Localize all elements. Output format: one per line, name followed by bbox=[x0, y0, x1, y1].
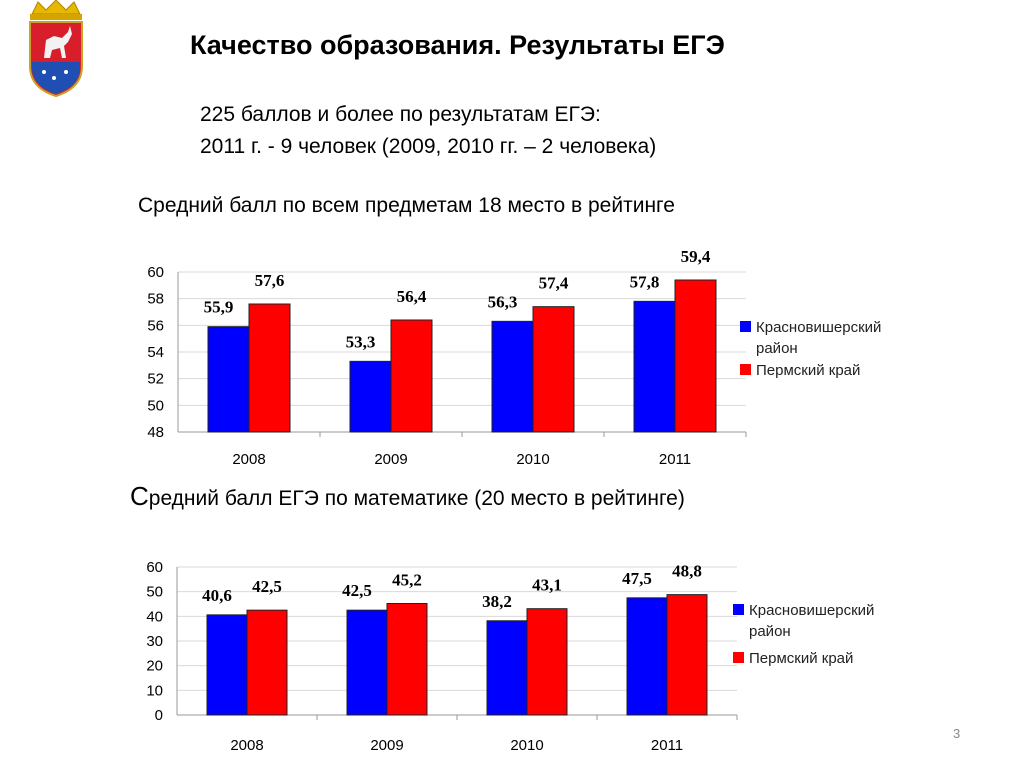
chart2-caption: Средний балл ЕГЭ по математике (20 место… bbox=[130, 481, 685, 512]
bar-krasnovishersky-2010 bbox=[491, 320, 534, 433]
chart1-caption: Средний балл по всем предметам 18 место … bbox=[138, 194, 675, 217]
data-label: 42,5 bbox=[252, 577, 282, 596]
x-tick-label: 2008 bbox=[230, 737, 263, 754]
y-tick-label: 58 bbox=[147, 291, 164, 308]
data-label: 43,1 bbox=[532, 576, 562, 595]
coat-of-arms-icon bbox=[29, 0, 83, 98]
y-tick-label: 30 bbox=[146, 633, 163, 650]
page-title: Качество образования. Результаты ЕГЭ bbox=[190, 30, 725, 60]
legend-swatch-perm bbox=[733, 652, 744, 663]
legend-swatch-krasnovishersky bbox=[740, 321, 751, 332]
y-tick-label: 60 bbox=[146, 559, 163, 576]
data-label: 42,5 bbox=[342, 581, 372, 600]
bar-perm-2008 bbox=[248, 303, 291, 433]
legend-label-krasnovishersky: Красновишерский bbox=[749, 602, 874, 619]
data-label: 47,5 bbox=[622, 569, 652, 588]
data-label: 56,3 bbox=[488, 292, 518, 311]
y-tick-label: 48 bbox=[147, 424, 164, 441]
x-tick-label: 2011 bbox=[651, 737, 683, 754]
legend-label-perm: Пермский край bbox=[756, 362, 860, 379]
legend-label-krasnovishersky-line2: район bbox=[749, 623, 791, 640]
legend-label-krasnovishersky: Красновишерский bbox=[756, 319, 881, 336]
y-tick-label: 50 bbox=[146, 584, 163, 601]
y-tick-label: 56 bbox=[147, 317, 164, 334]
results-note-line-2: 2011 г. - 9 человек (2009, 2010 гг. – 2 … bbox=[200, 135, 657, 158]
data-label: 55,9 bbox=[204, 298, 234, 317]
bar-perm-2009 bbox=[390, 319, 433, 433]
y-tick-label: 20 bbox=[146, 658, 163, 675]
bar-perm-2009 bbox=[386, 603, 428, 716]
data-label: 38,2 bbox=[482, 592, 512, 611]
x-tick-label: 2009 bbox=[374, 451, 407, 468]
results-note-line-1: 225 баллов и более по результатам ЕГЭ: bbox=[200, 103, 601, 126]
data-label: 53,3 bbox=[346, 332, 376, 351]
x-tick-label: 2010 bbox=[510, 737, 543, 754]
bar-krasnovishersky-2009 bbox=[346, 609, 388, 716]
bar-perm-2008 bbox=[246, 609, 288, 716]
bar-perm-2011 bbox=[674, 279, 717, 433]
data-label: 57,8 bbox=[630, 272, 660, 291]
legend-swatch-krasnovishersky bbox=[733, 604, 744, 615]
chart-average-math: 0 10 20 30 40 50 60 40,6 42,5 2008 42,5 45,2 2009 38,… bbox=[146, 559, 874, 754]
legend-label-krasnovishersky-line2: район bbox=[756, 340, 798, 357]
y-tick-label: 60 bbox=[147, 264, 164, 281]
bar-perm-2011 bbox=[666, 594, 708, 716]
data-label: 59,4 bbox=[681, 247, 711, 266]
x-tick-label: 2011 bbox=[659, 451, 691, 468]
bar-perm-2010 bbox=[526, 608, 568, 716]
bar-krasnovishersky-2008 bbox=[206, 614, 248, 716]
x-tick-label: 2008 bbox=[232, 451, 265, 468]
x-tick-label: 2010 bbox=[516, 451, 549, 468]
y-tick-label: 40 bbox=[146, 608, 163, 625]
data-label: 48,8 bbox=[672, 562, 702, 581]
chart2-caption-initial: С bbox=[130, 481, 149, 511]
y-tick-label: 0 bbox=[155, 707, 163, 724]
bar-krasnovishersky-2010 bbox=[486, 620, 528, 716]
data-label: 56,4 bbox=[397, 287, 427, 306]
page-number: 3 bbox=[953, 726, 961, 741]
y-tick-label: 54 bbox=[147, 344, 164, 361]
chart2-caption-rest: редний балл ЕГЭ по математике (20 место … bbox=[148, 487, 685, 510]
chart-average-all-subjects: 48 50 52 54 56 58 60 55,9 57,6 2008 53,3 56,4 2009 56… bbox=[147, 247, 881, 468]
bar-krasnovishersky-2011 bbox=[633, 300, 676, 433]
bar-krasnovishersky-2011 bbox=[626, 597, 668, 716]
bar-perm-2010 bbox=[532, 306, 575, 433]
bar-krasnovishersky-2009 bbox=[349, 360, 392, 433]
legend-swatch-perm bbox=[740, 364, 751, 375]
y-tick-label: 50 bbox=[147, 397, 164, 414]
data-label: 57,4 bbox=[539, 274, 569, 293]
bar-krasnovishersky-2008 bbox=[207, 326, 250, 433]
data-label: 40,6 bbox=[202, 586, 232, 605]
data-label: 45,2 bbox=[392, 571, 422, 590]
y-tick-label: 52 bbox=[147, 371, 164, 388]
data-label: 57,6 bbox=[255, 271, 285, 290]
x-tick-label: 2009 bbox=[370, 737, 403, 754]
y-tick-label: 10 bbox=[146, 682, 163, 699]
legend-label-perm: Пермский край bbox=[749, 650, 853, 667]
